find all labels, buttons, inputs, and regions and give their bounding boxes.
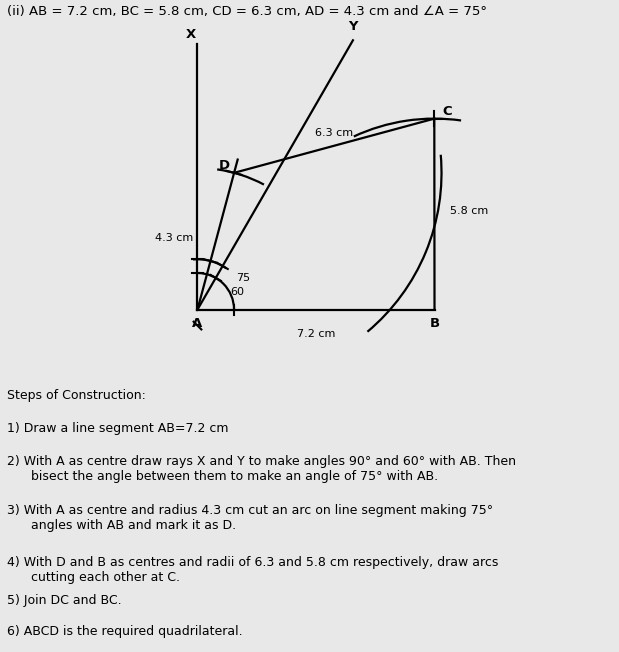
Text: B: B: [430, 317, 439, 330]
Text: X: X: [186, 27, 196, 40]
Text: 5) Join DC and BC.: 5) Join DC and BC.: [7, 595, 122, 608]
Text: C: C: [443, 105, 452, 118]
Text: 6) ABCD is the required quadrilateral.: 6) ABCD is the required quadrilateral.: [7, 625, 243, 638]
Text: A: A: [193, 317, 202, 330]
Text: 6.3 cm: 6.3 cm: [315, 128, 353, 138]
Text: 7.2 cm: 7.2 cm: [297, 329, 335, 339]
Text: Y: Y: [348, 20, 358, 33]
Text: 1) Draw a line segment AB=7.2 cm: 1) Draw a line segment AB=7.2 cm: [7, 422, 229, 435]
Text: D: D: [219, 159, 230, 172]
Text: 4.3 cm: 4.3 cm: [155, 233, 193, 243]
Text: (ii) AB = 7.2 cm, BC = 5.8 cm, CD = 6.3 cm, AD = 4.3 cm and ∠A = 75°: (ii) AB = 7.2 cm, BC = 5.8 cm, CD = 6.3 …: [7, 5, 487, 18]
Text: 60: 60: [231, 287, 245, 297]
Text: 3) With A as centre and radius 4.3 cm cut an arc on line segment making 75°
    : 3) With A as centre and radius 4.3 cm cu…: [7, 504, 493, 532]
Text: Steps of Construction:: Steps of Construction:: [7, 389, 146, 402]
Text: 4) With D and B as centres and radii of 6.3 and 5.8 cm respectively, draw arcs
 : 4) With D and B as centres and radii of …: [7, 556, 499, 584]
Text: 2) With A as centre draw rays X and Y to make angles 90° and 60° with AB. Then
 : 2) With A as centre draw rays X and Y to…: [7, 455, 516, 483]
Text: 75: 75: [236, 273, 250, 283]
Text: 5.8 cm: 5.8 cm: [451, 206, 488, 216]
